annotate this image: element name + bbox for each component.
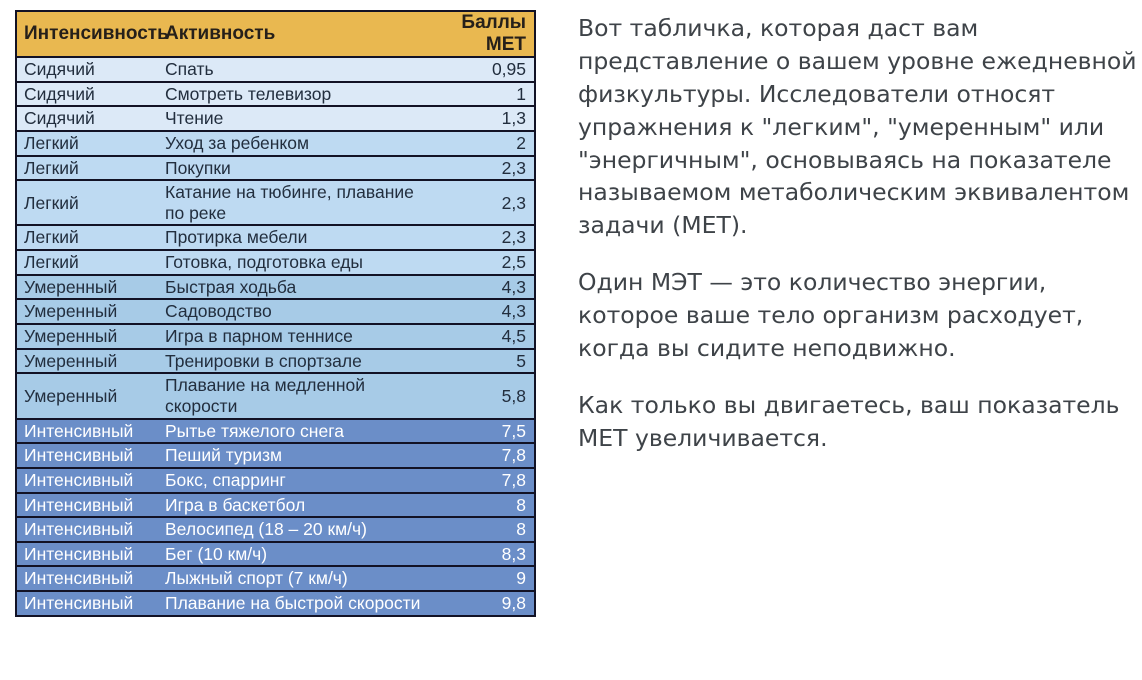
met-score-cell: 2,3 <box>501 227 526 248</box>
met-score-cell: 8 <box>516 519 526 540</box>
met-score-cell: 2,5 <box>501 252 526 273</box>
activity-cell: Протирка мебели <box>165 227 308 248</box>
table-row: Интенсивный Бег (10 км/ч) 8,3 <box>17 540 534 566</box>
header-activity: Активность <box>165 23 276 44</box>
table-row: Умеренный Плавание на медленной скорости 5… <box>17 372 534 418</box>
intensity-cell: Интенсивный <box>24 494 134 515</box>
table-row: Легкий Катание на тюбинге, плавание по ре… <box>17 179 534 225</box>
activity-cell: Готовка, подготовка еды <box>165 252 364 273</box>
activity-cell: Игра в парном теннисе <box>165 326 353 347</box>
table-row: Интенсивный Бокс, спарринг 7,8 <box>17 466 534 492</box>
met-score-cell: 8 <box>516 494 526 515</box>
met-score-cell: 4,5 <box>501 326 526 347</box>
intensity-cell: Умеренный <box>24 350 118 371</box>
activity-cell: Тренировки в спортзале <box>165 350 362 371</box>
activity-cell: Велосипед (18 – 20 км/ч) <box>165 519 367 540</box>
table-row: Умеренный Садоводство 4,3 <box>17 298 534 324</box>
activity-cell: Быстрая ходьба <box>165 276 297 297</box>
intensity-cell: Умеренный <box>24 385 118 406</box>
paragraph-intro: Вот табличка, которая даст вам представл… <box>578 14 1137 240</box>
table-row: Интенсивный Рытье тяжелого снега 7,5 <box>17 417 534 443</box>
met-score-cell: 2,3 <box>501 192 526 213</box>
met-score-cell: 0,95 <box>491 59 526 79</box>
table-row: Интенсивный Лыжный спорт (7 км/ч) 9 <box>17 565 534 591</box>
text-panel: Вот табличка, которая даст вам представл… <box>578 12 1138 479</box>
intensity-cell: Интенсивный <box>24 593 134 614</box>
activity-cell: Бокс, спарринг <box>165 469 286 490</box>
header-met: Баллы МЕТ <box>461 12 526 55</box>
intensity-cell: Сидячий <box>24 108 95 129</box>
activity-cell: Лыжный спорт (7 км/ч) <box>165 568 348 589</box>
table-row: Умеренный Быстрая ходьба 4,3 <box>17 273 534 299</box>
activity-cell: Чтение <box>165 108 224 129</box>
intensity-cell: Легкий <box>24 227 79 248</box>
table-row: Легкий Уход за ребенком 2 <box>17 129 534 155</box>
met-score-cell: 1,3 <box>501 108 526 129</box>
paragraph-met-definition: Один МЭТ — это количество энергии, котор… <box>578 268 1084 363</box>
table-row: Умеренный Игра в парном теннисе 4,5 <box>17 323 534 348</box>
met-score-cell: 9 <box>516 568 526 589</box>
table-header-row: Интенсивность Активность Баллы МЕТ <box>17 12 534 56</box>
intensity-cell: Легкий <box>24 192 79 213</box>
activity-cell: Рытье тяжелого снега <box>165 420 344 441</box>
met-score-cell: 7,8 <box>501 445 526 466</box>
met-score-cell: 9,8 <box>501 593 526 614</box>
met-score-cell: 2,3 <box>501 157 526 178</box>
met-table: Интенсивность Активность Баллы МЕТ Сидяч… <box>15 10 536 617</box>
intensity-cell: Интенсивный <box>24 420 134 441</box>
met-score-cell: 7,5 <box>501 420 526 441</box>
met-score-cell: 5 <box>516 350 526 371</box>
intensity-cell: Легкий <box>24 252 79 273</box>
met-score-cell: 1 <box>516 83 526 104</box>
intensity-cell: Легкий <box>24 132 79 153</box>
table-row: Умеренный Тренировки в спортзале 5 <box>17 347 534 373</box>
met-score-cell: 7,8 <box>501 469 526 490</box>
table-row: Сидячий Смотреть телевизор 1 <box>17 80 534 106</box>
intensity-cell: Умеренный <box>24 326 118 347</box>
met-score-cell: 8,3 <box>501 543 526 564</box>
met-table-body: Сидячий Спать 0,95 Сидячий Смотреть телевизо… <box>17 56 534 615</box>
intensity-cell: Интенсивный <box>24 469 134 490</box>
header-intensity: Интенсивность <box>24 23 169 44</box>
met-score-cell: 2 <box>516 132 526 153</box>
intensity-cell: Сидячий <box>24 59 95 79</box>
table-row: Легкий Готовка, подготовка еды 2,5 <box>17 249 534 274</box>
intensity-cell: Интенсивный <box>24 445 134 466</box>
activity-cell: Спать <box>165 59 214 79</box>
activity-cell: Пеший туризм <box>165 445 283 466</box>
activity-cell: Игра в баскетбол <box>165 494 306 515</box>
table-row: Легкий Протирка мебели 2,3 <box>17 224 534 250</box>
intensity-cell: Умеренный <box>24 301 118 322</box>
intensity-cell: Легкий <box>24 157 79 178</box>
table-row: Интенсивный Велосипед (18 – 20 км/ч) 8 <box>17 516 534 541</box>
activity-cell: Плавание на быстрой скорости <box>165 593 421 614</box>
met-score-cell: 4,3 <box>501 301 526 322</box>
table-row: Легкий Покупки 2,3 <box>17 154 534 180</box>
intensity-cell: Интенсивный <box>24 543 134 564</box>
paragraph-met-increase: Как только вы двигаетесь, ваш показатель… <box>578 390 1120 452</box>
activity-cell: Садоводство <box>165 301 272 322</box>
intensity-cell: Сидячий <box>24 83 95 104</box>
met-score-cell: 5,8 <box>501 385 526 406</box>
intensity-cell: Интенсивный <box>24 568 134 589</box>
intensity-cell: Интенсивный <box>24 519 134 540</box>
activity-cell: Плавание на медленной скорости <box>165 375 366 416</box>
table-row: Интенсивный Игра в баскетбол 8 <box>17 491 534 517</box>
intensity-cell: Умеренный <box>24 276 118 297</box>
table-row: Сидячий Спать 0,95 <box>17 56 534 81</box>
table-row: Сидячий Чтение 1,3 <box>17 105 534 130</box>
activity-cell: Покупки <box>165 157 231 178</box>
activity-cell: Смотреть телевизор <box>165 83 332 104</box>
activity-cell: Катание на тюбинге, плавание по реке <box>165 182 414 223</box>
activity-cell: Бег (10 км/ч) <box>165 543 268 564</box>
table-row: Интенсивный Плавание на быстрой скорости 9… <box>17 590 534 615</box>
table-row: Интенсивный Пеший туризм 7,8 <box>17 442 534 467</box>
met-score-cell: 4,3 <box>501 276 526 297</box>
activity-cell: Уход за ребенком <box>165 132 310 153</box>
